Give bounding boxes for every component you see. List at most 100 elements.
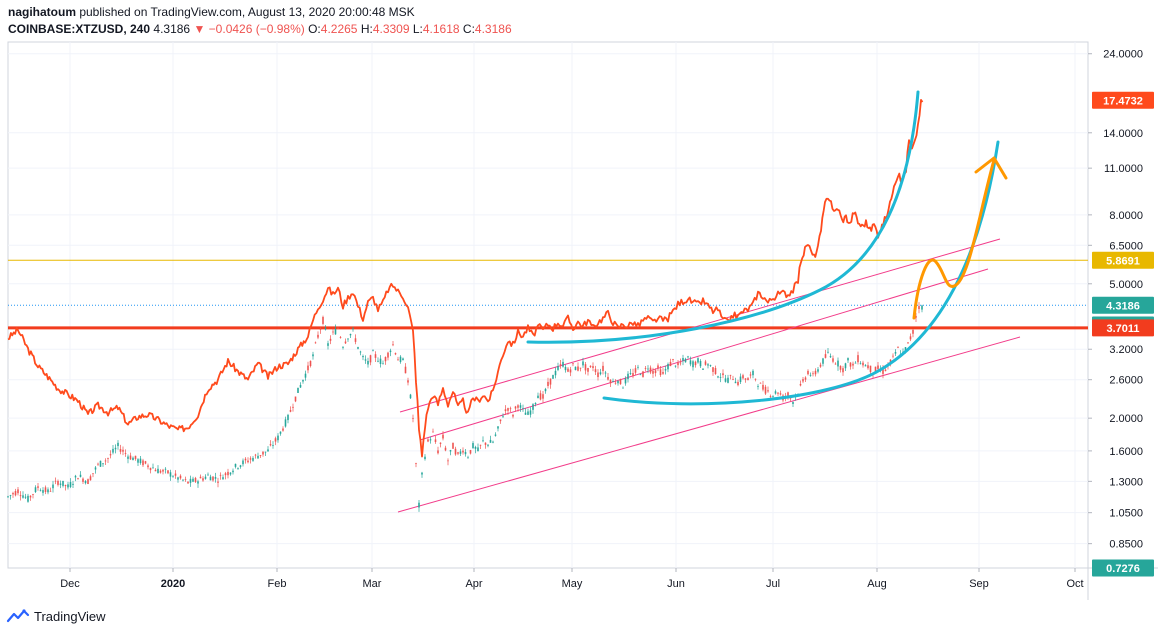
candle-body — [384, 357, 387, 362]
candle-body — [399, 356, 402, 362]
candle-body — [179, 475, 182, 479]
candle-body — [89, 476, 92, 481]
candle-body — [294, 396, 297, 402]
candle-body — [394, 353, 397, 355]
candle-body — [644, 368, 647, 369]
time-tick-label: Aug — [867, 578, 887, 590]
candle-body — [72, 483, 74, 485]
price-label-text: 5.8691 — [1106, 255, 1140, 267]
candle-body — [742, 375, 744, 379]
candle-body — [807, 370, 809, 375]
price-change: −0.0426 (−0.98%) — [208, 22, 305, 36]
candle-body — [87, 479, 89, 485]
candle-body — [477, 447, 479, 452]
candle-body — [9, 495, 12, 496]
candle-body — [557, 366, 559, 370]
candle-body — [172, 476, 174, 478]
candle-body — [614, 382, 617, 384]
candle-body — [389, 350, 392, 353]
candle-body — [522, 408, 524, 409]
candle-body — [749, 374, 752, 376]
time-tick-label: Jul — [766, 578, 780, 590]
candle-body — [204, 476, 207, 479]
price-label-text: 4.3186 — [1106, 300, 1140, 312]
candle-body — [364, 359, 367, 361]
candle-body — [912, 329, 914, 334]
candle-body — [517, 405, 519, 408]
candle-body — [512, 414, 514, 417]
candle-body — [859, 363, 862, 365]
candle-body — [654, 370, 657, 374]
candle-body — [109, 454, 112, 456]
candle-body — [249, 458, 252, 460]
candle-body — [747, 378, 749, 381]
candle-body — [864, 365, 867, 367]
tradingview-logo-icon[interactable] — [6, 608, 30, 624]
candle-body — [647, 368, 649, 370]
candle-body — [124, 453, 127, 454]
candle-body — [319, 328, 322, 330]
candle-body — [421, 472, 423, 475]
candle-body — [709, 365, 712, 366]
candle-body — [822, 358, 824, 364]
price-tick-label: 5.0000 — [1109, 279, 1143, 291]
candle-body — [14, 491, 17, 496]
candle-body — [117, 442, 119, 447]
candle-body — [664, 369, 667, 371]
candle-body — [464, 451, 467, 455]
candle-body — [884, 369, 887, 372]
price-label-text: 17.4732 — [1103, 95, 1143, 107]
candle-body — [434, 439, 437, 442]
candle-body — [799, 383, 802, 386]
candle-body — [29, 495, 32, 498]
price-tick-label: 14.0000 — [1103, 128, 1143, 140]
candle-body — [232, 470, 234, 473]
time-tick-label: Apr — [465, 578, 482, 590]
author-name[interactable]: nagihatoum — [8, 5, 76, 19]
candle-body — [352, 328, 354, 330]
candle-body — [567, 368, 569, 372]
candle-body — [642, 371, 644, 377]
candle-body — [652, 370, 654, 374]
candle-body — [674, 365, 677, 367]
candle-body — [122, 449, 124, 452]
candle-body — [22, 495, 24, 498]
candle-body — [584, 364, 587, 371]
price-axis[interactable]: 24.0000 14.0000 11.0000 8.0000 6.5000 5.0000 3… — [1088, 49, 1143, 551]
candle-body — [637, 366, 639, 368]
candle-body — [184, 478, 187, 480]
candle-body — [907, 342, 909, 344]
candle-body — [207, 474, 209, 476]
candle-body — [224, 473, 227, 476]
price-tick-label: 11.0000 — [1104, 163, 1143, 175]
candle-body — [804, 377, 807, 380]
candle-body — [918, 306, 920, 309]
candle-body — [629, 373, 632, 375]
candle-body — [814, 370, 817, 375]
candle-body — [234, 463, 237, 467]
candle-body — [589, 365, 592, 367]
channel-upper-line — [399, 238, 1001, 413]
candle-body — [99, 460, 102, 467]
candle-body — [572, 363, 574, 365]
projection-path — [912, 158, 996, 320]
candle-body — [539, 393, 542, 400]
candle-body — [509, 408, 512, 410]
candle-body — [612, 381, 614, 382]
candle-body — [392, 344, 394, 346]
time-axis[interactable]: Dec 2020 Feb Mar Apr May Jun Jul Aug Sep Oct — [60, 568, 1084, 590]
candle-body — [669, 361, 672, 367]
candle-body — [57, 480, 59, 485]
candle-body — [842, 368, 844, 373]
candle-body — [767, 390, 769, 392]
candle-body — [877, 365, 879, 369]
candle-body — [332, 331, 334, 333]
candle-body — [402, 358, 404, 361]
candle-body — [312, 354, 314, 357]
symbol-name[interactable]: COINBASE:XTZUSD — [8, 22, 124, 36]
price-tick-label: 6.5000 — [1109, 240, 1143, 252]
candle-body — [602, 365, 604, 372]
footer-brand[interactable]: TradingView — [34, 608, 106, 624]
price-tick-label: 0.8500 — [1109, 539, 1143, 551]
